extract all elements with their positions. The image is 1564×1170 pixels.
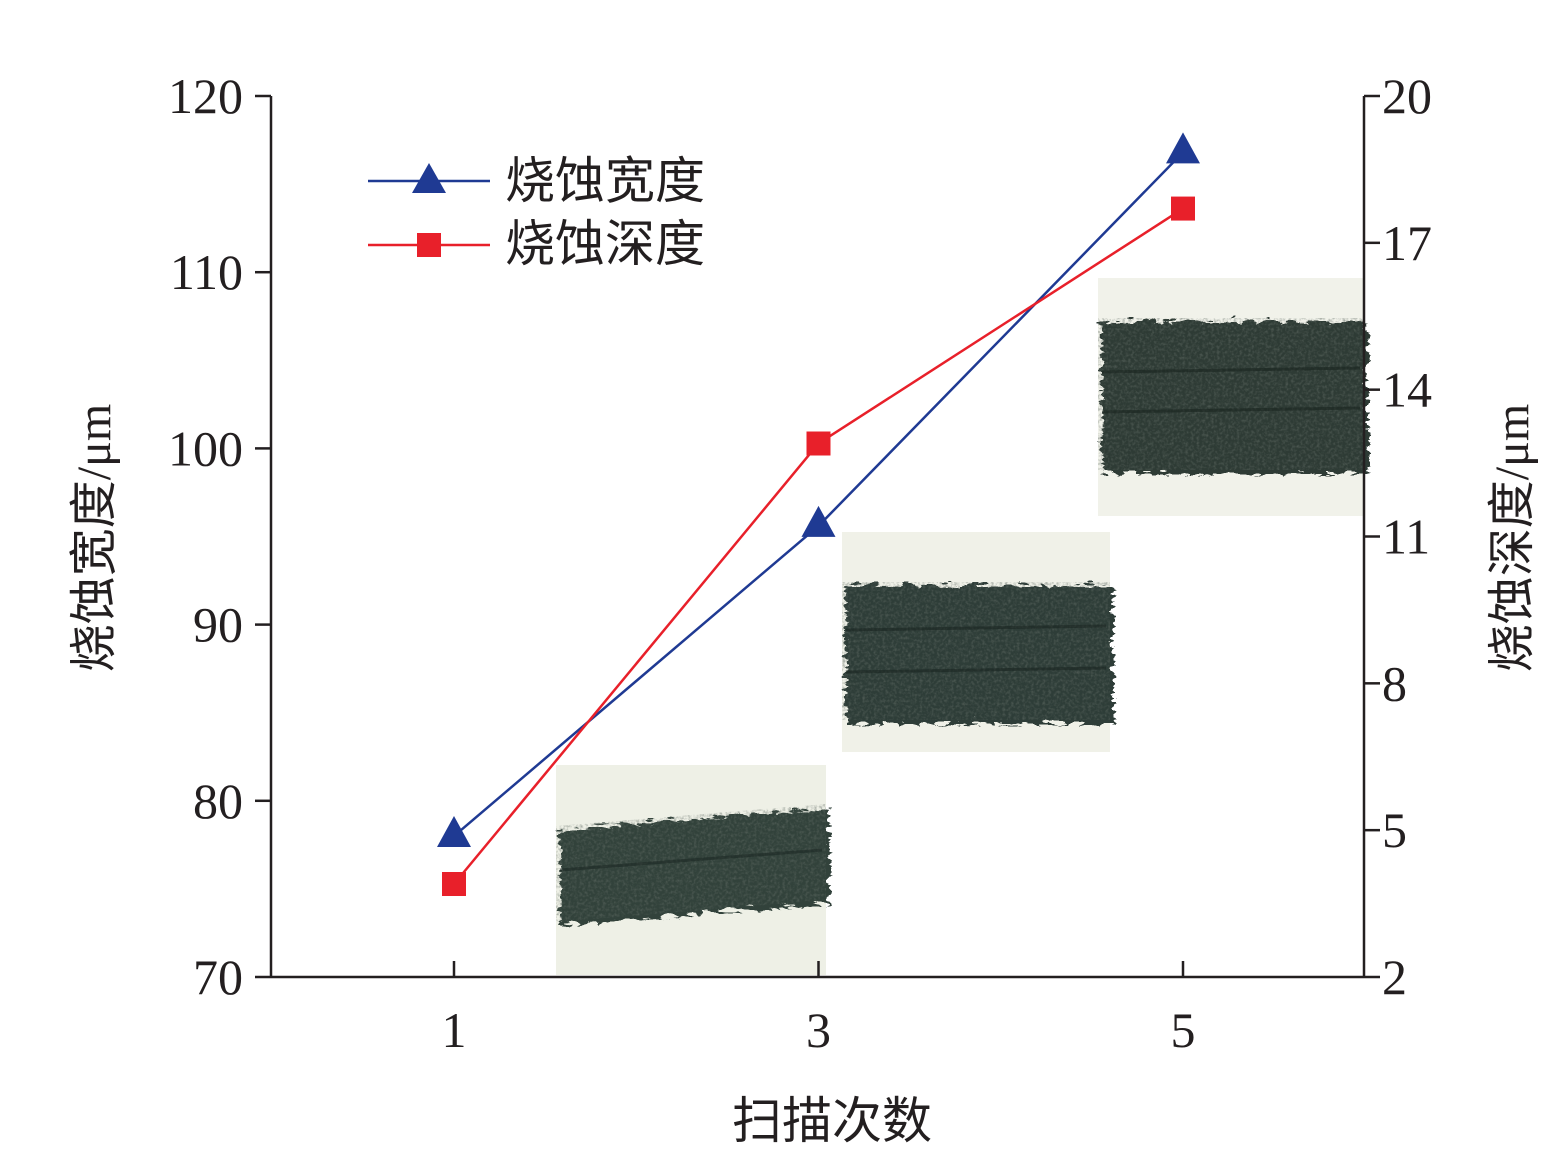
legend-depth-label: 烧蚀深度 bbox=[505, 216, 705, 272]
data-point-triangle bbox=[801, 505, 836, 537]
right-y-tick-label: 8 bbox=[1382, 655, 1407, 711]
series-layer bbox=[437, 132, 1200, 897]
left-y-tick-label: 120 bbox=[168, 68, 243, 124]
left-y-tick-label: 90 bbox=[193, 597, 243, 653]
right-y-tick-label: 14 bbox=[1382, 362, 1432, 418]
x-axis-title: 扫描次数 bbox=[732, 1093, 932, 1149]
inset-micrographs bbox=[556, 278, 1364, 975]
micrograph-scan-5 bbox=[1098, 278, 1364, 516]
left-y-tick-label: 80 bbox=[193, 773, 243, 829]
data-point-square bbox=[806, 431, 831, 456]
legend: 烧蚀宽度 烧蚀深度 bbox=[368, 153, 705, 272]
series-depth bbox=[442, 196, 1195, 897]
legend-width-label: 烧蚀宽度 bbox=[505, 153, 705, 209]
left-y-axis-title: 烧蚀宽度/μm bbox=[68, 404, 121, 672]
right-y-tick-label: 17 bbox=[1382, 215, 1432, 271]
data-point-triangle bbox=[1166, 132, 1200, 164]
x-tick-label: 5 bbox=[1171, 1002, 1196, 1058]
data-point-square bbox=[1171, 196, 1195, 221]
series-width bbox=[437, 132, 1200, 848]
left-y-tick-label: 110 bbox=[170, 244, 243, 300]
micrograph-scan-3 bbox=[842, 532, 1110, 752]
micrograph-scan-1 bbox=[556, 765, 826, 975]
x-tick-label: 3 bbox=[806, 1002, 831, 1058]
right-y-tick-label: 20 bbox=[1382, 68, 1432, 124]
data-point-square bbox=[442, 872, 466, 897]
right-y-axis-title: 烧蚀深度/μm bbox=[1486, 404, 1539, 672]
legend-depth-square-marker bbox=[417, 233, 441, 257]
right-y-tick-label: 2 bbox=[1382, 949, 1407, 1005]
data-point-triangle bbox=[437, 816, 471, 848]
right-y-tick-label: 11 bbox=[1382, 509, 1430, 565]
right-y-tick-label: 5 bbox=[1382, 802, 1407, 858]
x-tick-label: 1 bbox=[442, 1002, 467, 1058]
left-y-tick-label: 70 bbox=[193, 949, 243, 1005]
legend-width-triangle-marker bbox=[412, 163, 446, 193]
left-y-tick-label: 100 bbox=[168, 420, 243, 476]
ticks: 70 80 90 100 110 120 2 5 8 11 14 17 20 1 3 5 bbox=[168, 68, 1432, 1058]
